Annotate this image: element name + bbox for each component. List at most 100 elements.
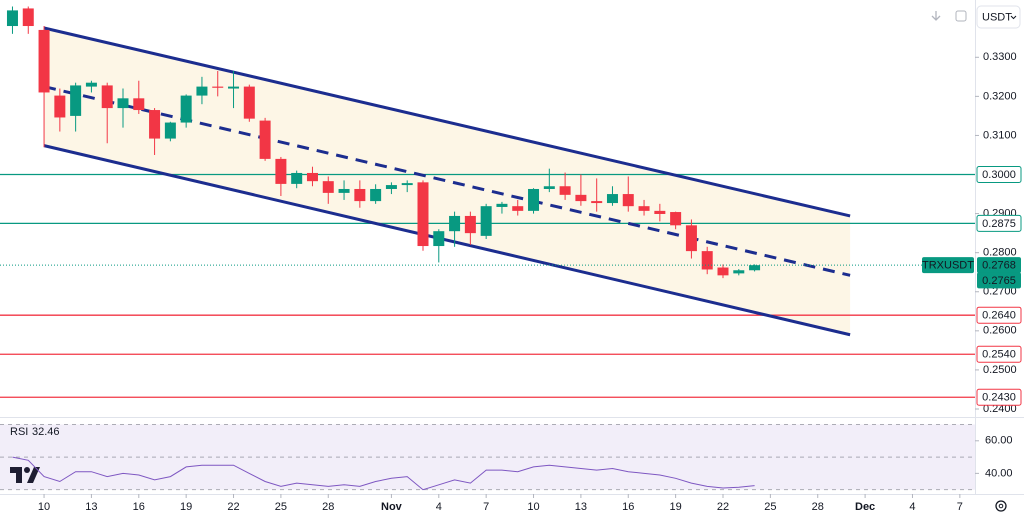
candle-body [259, 120, 271, 159]
x-tick-label: 19 [670, 501, 682, 513]
x-tick-label: 19 [180, 501, 192, 513]
mark-price-label: 0.2765 [982, 275, 1016, 287]
candle-body [228, 86, 240, 89]
candle-body [480, 206, 492, 236]
y-tick-label: 0.3300 [983, 51, 1017, 63]
x-tick-label: 4 [436, 501, 442, 513]
candle-body [164, 122, 176, 139]
x-tick-label: 13 [85, 501, 97, 513]
candle-body [212, 86, 224, 88]
level-label: 0.3000 [982, 169, 1016, 181]
candle-body [417, 182, 429, 247]
x-tick-label: 28 [812, 501, 824, 513]
tradingview-logo [10, 467, 40, 483]
level-label-box [976, 306, 1022, 324]
candle-body [322, 181, 334, 193]
y-tick-label: 0.2800 [983, 247, 1017, 259]
symbol-label-box [922, 257, 974, 274]
rsi-value: 32.46 [32, 426, 60, 438]
last-price-label: 0.2768 [982, 260, 1016, 272]
candle-body [433, 231, 445, 247]
candle-body [512, 206, 524, 211]
x-tick-label: Nov [381, 501, 403, 513]
candle-body [149, 110, 161, 139]
level-label: 0.2540 [982, 349, 1016, 361]
candle-body [6, 10, 18, 27]
candle-body [528, 188, 540, 211]
x-tick-label: 10 [38, 501, 50, 513]
candle-body [370, 188, 382, 202]
x-tick-label: 7 [957, 501, 963, 513]
plot-layer: 0.33000.32000.31000.29000.28000.27000.26… [0, 6, 1022, 513]
download-icon[interactable] [931, 11, 941, 21]
x-tick-label: 16 [622, 501, 634, 513]
candle-body [306, 172, 318, 182]
candle-body [496, 203, 508, 207]
candle-body [701, 251, 713, 270]
candle-body [180, 95, 192, 123]
candle-body [685, 225, 697, 252]
candle-body [449, 215, 461, 232]
rsi-title: RSI [10, 426, 28, 438]
x-tick-label: 22 [717, 501, 729, 513]
x-tick-label: 4 [909, 501, 915, 513]
symbol-label: TRXUSDT [922, 260, 974, 272]
level-label-box [976, 214, 1022, 232]
rsi-line [12, 456, 755, 491]
x-tick-label: 25 [275, 501, 287, 513]
candle-body [591, 201, 603, 204]
y-tick-label: 0.2500 [983, 364, 1017, 376]
candle-body [559, 186, 571, 195]
dropdown-caret [1010, 15, 1017, 20]
candle-body [717, 267, 729, 276]
settings-icon[interactable] [995, 500, 1007, 512]
level-label: 0.2430 [982, 392, 1016, 404]
candle-body [749, 265, 761, 271]
level-label: 0.2640 [982, 310, 1016, 322]
candle-body [85, 82, 97, 87]
rsi-tick-label: 40.00 [985, 467, 1013, 479]
candle-body [338, 188, 350, 193]
rsi-tick-label: 60.00 [985, 435, 1013, 447]
level-label: 0.2875 [982, 218, 1016, 230]
candle-body [275, 158, 287, 184]
level-label-box [976, 388, 1022, 406]
level-label-box [976, 166, 1022, 184]
candle-body [22, 8, 34, 27]
candle-body [291, 172, 303, 184]
candle-body [243, 86, 255, 119]
logo-shape [10, 467, 40, 483]
candle-body [654, 210, 666, 214]
x-tick-label: 28 [322, 501, 334, 513]
y-tick-label: 0.2600 [983, 325, 1017, 337]
currency-label: USDT [982, 11, 1012, 23]
channel-upper [43, 26, 851, 218]
candle-body [101, 85, 113, 109]
y-tick-label: 0.2700 [983, 286, 1017, 298]
channel-middle [43, 85, 851, 277]
x-tick-label: 22 [227, 501, 239, 513]
currency-button[interactable] [976, 5, 1021, 29]
mark-price-box [977, 272, 1021, 289]
logo-dot [24, 467, 30, 473]
candle-body [385, 185, 397, 189]
candle-body [196, 86, 208, 96]
candle-body [622, 194, 634, 207]
x-tick-label: 10 [527, 501, 539, 513]
settings[interactable] [995, 500, 1007, 512]
level-label-box [976, 345, 1022, 363]
x-tick-label: 7 [483, 501, 489, 513]
candle-body [38, 29, 50, 93]
x-tick-label: 16 [133, 501, 145, 513]
candle-body [117, 98, 129, 109]
price-pane [0, 6, 975, 398]
settings-icon-center [998, 503, 1004, 509]
candle-body [133, 98, 145, 111]
candle-body [401, 183, 413, 186]
candle-body [638, 206, 650, 211]
fullscreen-icon[interactable] [955, 10, 967, 22]
y-tick-label: 0.2400 [983, 403, 1017, 415]
candle-body [543, 186, 555, 189]
x-tick-label: Dec [855, 501, 875, 513]
